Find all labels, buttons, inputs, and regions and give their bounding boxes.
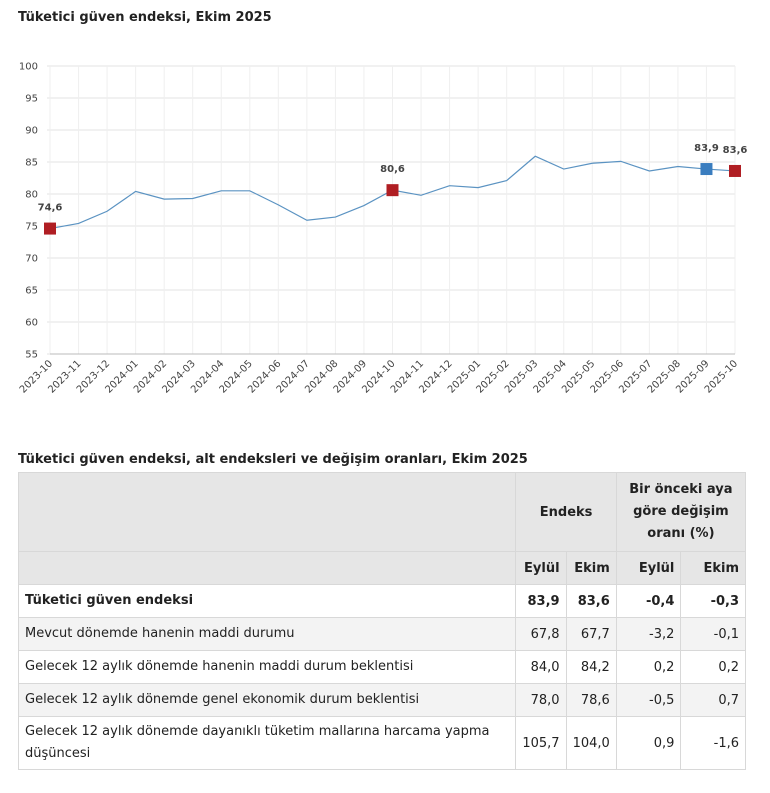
row-label: Gelecek 12 aylık dönemde hanenin maddi d… <box>17 650 517 684</box>
y-tick-label: 100 <box>19 62 38 73</box>
row-label: Tüketici güven endeksi <box>17 584 517 618</box>
y-tick-label: 75 <box>25 222 38 233</box>
data-label: 74,6 <box>38 203 63 214</box>
cell-value: -3,2 <box>615 617 682 651</box>
cell-value: 67,7 <box>565 617 617 651</box>
cell-value: 84,2 <box>565 650 617 684</box>
sub-header: Eylül <box>615 551 682 585</box>
cell-value: 0,2 <box>680 650 746 684</box>
y-tick-label: 85 <box>25 158 38 169</box>
cell-value: 0,2 <box>615 650 682 684</box>
cell-value: -1,6 <box>680 716 746 770</box>
cell-value: 105,7 <box>515 716 567 770</box>
sub-header: Ekim <box>680 551 746 585</box>
row-label: Mevcut dönemde hanenin maddi durumu <box>17 617 517 651</box>
marker <box>700 163 713 176</box>
cell-value: 0,7 <box>680 683 746 717</box>
row-label: Gelecek 12 aylık dönemde dayanıklı tüket… <box>17 716 517 770</box>
cell-value: -0,4 <box>615 584 682 618</box>
cell-value: -0,1 <box>680 617 746 651</box>
chart-title: Tüketici güven endeksi, Ekim 2025 <box>18 10 272 25</box>
cell-value: -0,5 <box>615 683 682 717</box>
y-tick-label: 95 <box>25 94 38 105</box>
sub-header: Ekim <box>565 551 617 585</box>
table-title: Tüketici güven endeksi, alt endeksleri v… <box>18 452 528 467</box>
cell-value: 78,0 <box>515 683 567 717</box>
y-tick-label: 90 <box>25 126 38 137</box>
data-label: 83,9 <box>694 143 719 154</box>
sub-header: Eylül <box>515 551 567 585</box>
marker <box>729 164 741 177</box>
data-table: Endeks Bir önceki aya göre değişim oranı… <box>17 472 747 770</box>
header-index: Endeks <box>515 472 617 552</box>
y-tick-label: 55 <box>25 350 38 361</box>
y-tick-label: 80 <box>25 190 38 201</box>
y-tick-label: 65 <box>25 286 38 297</box>
y-tick-label: 60 <box>25 318 38 329</box>
data-label: 80,6 <box>380 164 405 175</box>
y-tick-label: 70 <box>25 254 38 265</box>
cell-value: 67,8 <box>515 617 567 651</box>
row-label: Gelecek 12 aylık dönemde genel ekonomik … <box>17 683 517 717</box>
cell-value: 83,6 <box>565 584 617 618</box>
cell-value: -0,3 <box>680 584 746 618</box>
header-change: Bir önceki aya göre değişim oranı (%) <box>615 472 747 552</box>
cell-value: 83,9 <box>515 584 567 618</box>
cell-value: 78,6 <box>565 683 617 717</box>
header-blank <box>17 551 517 585</box>
cell-value: 104,0 <box>565 716 617 770</box>
data-label: 83,6 <box>723 145 748 156</box>
header-blank <box>17 472 517 552</box>
marker <box>44 222 56 235</box>
marker <box>386 184 399 197</box>
cell-value: 84,0 <box>515 650 567 684</box>
chart: 5560657075808590951002023-102023-112023-… <box>18 62 748 396</box>
cell-value: 0,9 <box>615 716 682 770</box>
